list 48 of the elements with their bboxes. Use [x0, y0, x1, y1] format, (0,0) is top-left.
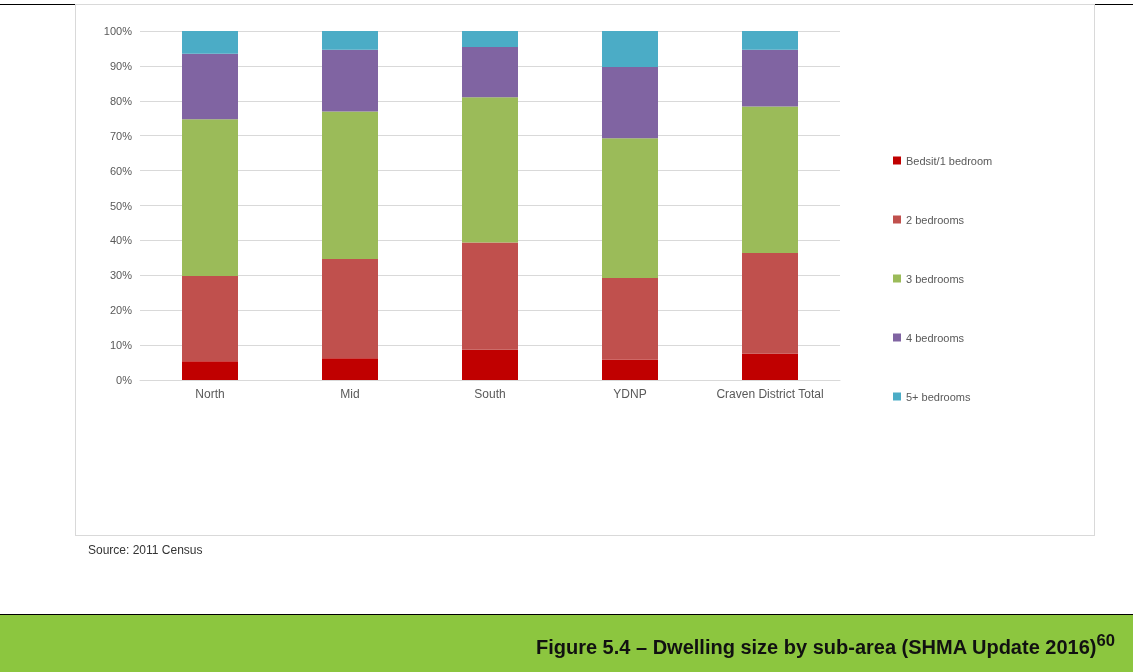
y-tick-label: 50% [109, 199, 133, 212]
x-tick-label: North [195, 387, 225, 401]
bar [182, 53, 238, 120]
bar [322, 49, 378, 112]
bar [462, 242, 518, 350]
y-tick-label: 40% [109, 234, 133, 247]
bar [462, 97, 518, 243]
bar [742, 353, 798, 380]
bar [322, 31, 378, 50]
source-note: Source: 2011 Census [88, 543, 203, 557]
y-tick-label: 80% [109, 94, 133, 107]
legend-label: 4 bedrooms [906, 331, 965, 344]
bar [182, 276, 238, 362]
y-tick-label: 0% [116, 374, 133, 386]
y-tick-label: 20% [109, 304, 133, 317]
bar [182, 119, 238, 276]
x-tick-label: South [474, 387, 506, 401]
bar [462, 31, 518, 48]
legend-label: 2 bedrooms [906, 213, 965, 226]
legend-label: 3 bedrooms [906, 272, 965, 285]
bar [602, 359, 658, 380]
bar [322, 258, 378, 359]
bar [462, 349, 518, 380]
legend-label: 5+ bedrooms [906, 390, 972, 403]
legend-label: Bedsit/1 bedroom [906, 154, 993, 167]
bar [742, 106, 798, 253]
text: Figure 5.4 – Dwelling size by sub-area (SHMA Update 2016)$^{60}$ [535, 631, 1115, 659]
bar [602, 31, 658, 67]
bar [602, 278, 658, 360]
bar [742, 49, 798, 107]
bar [742, 31, 798, 50]
bar [182, 31, 238, 54]
x-tick-label: Craven District Total [716, 387, 824, 401]
y-tick-label: 70% [109, 129, 133, 142]
bar [602, 138, 658, 279]
x-tick-label: Mid [340, 387, 360, 401]
x-tick-label: YDNP [613, 387, 647, 401]
y-tick-label: 100% [103, 25, 133, 37]
y-tick-label: 30% [109, 269, 133, 282]
y-tick-label: 10% [109, 339, 133, 352]
y-tick-label: 90% [109, 59, 133, 72]
bar [322, 111, 378, 259]
y-tick-label: 60% [109, 164, 133, 177]
bar [602, 66, 658, 139]
bar [462, 47, 518, 98]
bar [182, 361, 238, 380]
bar [742, 252, 798, 354]
bar [322, 358, 378, 380]
